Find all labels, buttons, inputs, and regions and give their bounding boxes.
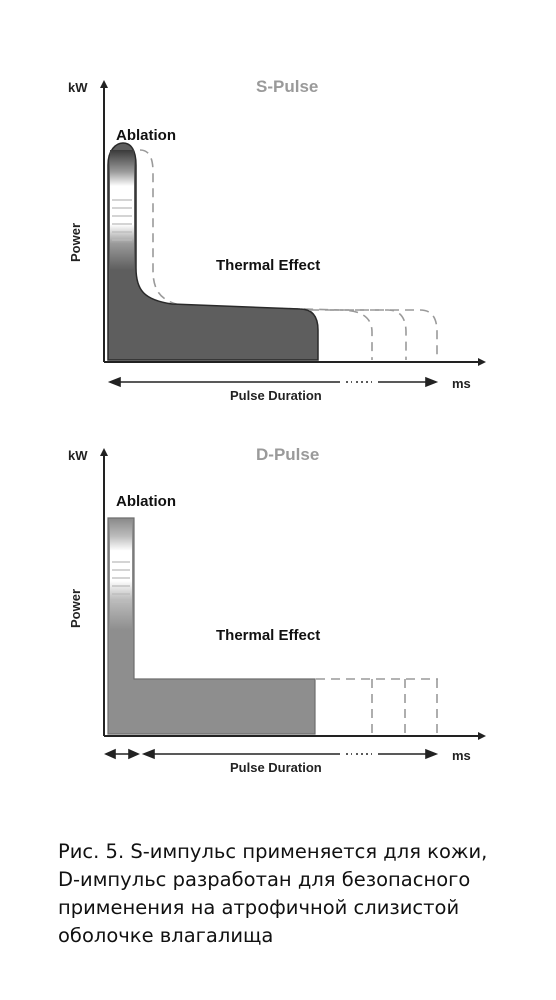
d-pulse-thermal-effect-label: Thermal Effect xyxy=(216,627,320,644)
d-pulse-ablation-duration-arrow xyxy=(104,748,140,760)
s-pulse-duration-label: Pulse Duration xyxy=(230,388,322,403)
d-pulse-diagram: D-Pulse kW Power ms Ablation Thermal Eff… xyxy=(68,445,486,775)
pulse-diagrams: S-Pulse kW Power ms Ablation Thermal Eff… xyxy=(68,77,486,775)
d-pulse-peak-stripes xyxy=(112,561,130,603)
s-pulse-y-label: Power xyxy=(68,223,83,262)
caption-line: оболочке влагалища xyxy=(58,924,274,947)
s-pulse-x-unit: ms xyxy=(452,376,471,391)
s-pulse-shape xyxy=(107,142,319,361)
d-pulse-duration-label: Pulse Duration xyxy=(230,760,322,775)
caption-line: D-импульс разработан для безопасного xyxy=(58,868,471,891)
d-pulse-x-unit: ms xyxy=(452,748,471,763)
d-pulse-duration-arrow xyxy=(141,748,439,760)
s-pulse-thermal-effect-label: Thermal Effect xyxy=(216,257,320,274)
caption-line: применения на атрофичной слизистой xyxy=(58,896,460,919)
d-pulse-y-label: Power xyxy=(68,589,83,628)
s-pulse-extended-duration-outlines xyxy=(139,149,438,360)
caption-line: Рис. 5. S-импульс применяется для кожи, xyxy=(58,840,488,863)
d-pulse-title: D-Pulse xyxy=(256,445,319,464)
s-pulse-y-unit: kW xyxy=(68,80,88,95)
figure-caption: Рис. 5. S-импульс применяется для кожи, … xyxy=(58,838,538,950)
s-pulse-ablation-peak xyxy=(110,150,134,270)
d-pulse-extended-duration-outlines xyxy=(316,678,438,734)
d-pulse-ablation-peak xyxy=(110,520,132,630)
d-pulse-ablation-label: Ablation xyxy=(116,493,176,510)
s-pulse-diagram: S-Pulse kW Power ms Ablation Thermal Eff… xyxy=(68,77,486,403)
d-pulse-y-unit: kW xyxy=(68,448,88,463)
s-pulse-title: S-Pulse xyxy=(256,77,318,96)
s-pulse-duration-arrow xyxy=(107,376,439,388)
s-pulse-ablation-label: Ablation xyxy=(116,127,176,144)
d-pulse-shape xyxy=(107,517,316,735)
s-pulse-peak-stripes xyxy=(112,199,132,241)
